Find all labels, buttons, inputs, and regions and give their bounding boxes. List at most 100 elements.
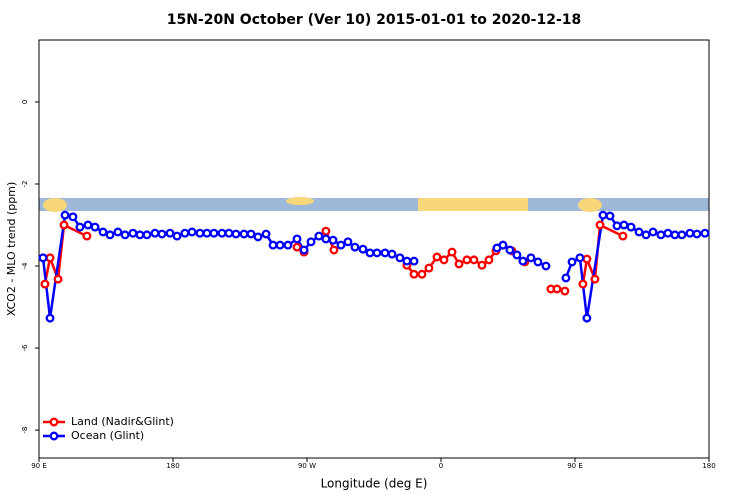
data-point bbox=[268, 240, 278, 250]
y-tick-label: -6 bbox=[21, 344, 29, 352]
data-point bbox=[526, 253, 536, 263]
data-point bbox=[432, 252, 442, 262]
data-point bbox=[402, 256, 412, 266]
data-point bbox=[83, 220, 93, 230]
data-point bbox=[409, 256, 419, 266]
data-point bbox=[292, 234, 302, 244]
legend-marker bbox=[49, 431, 59, 441]
x-axis-label: Longitude (deg E) bbox=[321, 477, 428, 491]
data-point bbox=[40, 279, 50, 289]
y-tick-label: 0 bbox=[21, 100, 29, 104]
y-tick-label: -2 bbox=[21, 180, 29, 187]
x-tick-label: 180 bbox=[702, 462, 715, 470]
data-point bbox=[578, 279, 588, 289]
data-point bbox=[560, 286, 570, 296]
data-point bbox=[314, 231, 324, 241]
data-point bbox=[343, 237, 353, 247]
data-point bbox=[498, 240, 508, 250]
data-point bbox=[75, 222, 85, 232]
data-point bbox=[663, 228, 673, 238]
legend-label: Ocean (Glint) bbox=[71, 429, 144, 442]
data-point bbox=[677, 230, 687, 240]
data-point bbox=[105, 230, 115, 240]
x-tick-label: 90 W bbox=[298, 462, 316, 470]
data-point bbox=[60, 210, 70, 220]
data-point bbox=[612, 221, 622, 231]
data-point bbox=[328, 235, 338, 245]
data-point bbox=[477, 260, 487, 270]
data-point bbox=[150, 228, 160, 238]
data-point bbox=[648, 227, 658, 237]
data-point bbox=[365, 248, 375, 258]
data-point bbox=[321, 234, 331, 244]
data-point bbox=[202, 228, 212, 238]
data-point bbox=[142, 230, 152, 240]
data-point bbox=[38, 253, 48, 263]
data-point bbox=[53, 274, 63, 284]
data-point bbox=[253, 232, 263, 242]
data-point bbox=[98, 227, 108, 237]
data-point bbox=[469, 255, 479, 265]
y-axis-label: XCO2 - MLO trend (ppm) bbox=[5, 182, 18, 317]
data-point bbox=[641, 230, 651, 240]
data-point bbox=[165, 228, 175, 238]
legend-marker bbox=[49, 417, 59, 427]
data-point bbox=[239, 229, 249, 239]
data-point bbox=[439, 255, 449, 265]
data-point bbox=[567, 257, 577, 267]
data-point bbox=[195, 228, 205, 238]
data-point bbox=[231, 229, 241, 239]
data-point bbox=[275, 240, 285, 250]
x-tick-label: 90 E bbox=[31, 462, 47, 470]
legend-label: Land (Nadir&Glint) bbox=[71, 415, 174, 428]
data-point bbox=[350, 242, 360, 252]
data-point bbox=[417, 269, 427, 279]
data-point bbox=[246, 229, 256, 239]
data-point bbox=[45, 253, 55, 263]
data-point bbox=[217, 228, 227, 238]
data-point bbox=[561, 273, 571, 283]
data-point bbox=[670, 230, 680, 240]
data-point bbox=[120, 230, 130, 240]
x-tick-label: 0 bbox=[439, 462, 443, 470]
data-point bbox=[598, 210, 608, 220]
data-point bbox=[292, 242, 302, 252]
x-tick-label: 90 E bbox=[567, 462, 583, 470]
x-tick-label: 180 bbox=[166, 462, 179, 470]
data-point bbox=[582, 313, 592, 323]
data-point bbox=[261, 229, 271, 239]
data-point bbox=[505, 245, 515, 255]
data-point bbox=[128, 228, 138, 238]
data-point bbox=[656, 230, 666, 240]
data-point bbox=[306, 237, 316, 247]
data-point bbox=[387, 249, 397, 259]
data-point bbox=[113, 227, 123, 237]
data-point bbox=[575, 253, 585, 263]
data-point bbox=[358, 244, 368, 254]
data-point bbox=[700, 228, 710, 238]
data-point bbox=[424, 263, 434, 273]
data-point bbox=[512, 250, 522, 260]
data-point bbox=[90, 222, 100, 232]
data-point bbox=[454, 259, 464, 269]
map-strip bbox=[39, 197, 709, 212]
data-point bbox=[380, 248, 390, 258]
data-point bbox=[59, 220, 69, 230]
data-point bbox=[619, 220, 629, 230]
data-point bbox=[618, 231, 628, 241]
data-point bbox=[484, 255, 494, 265]
data-point bbox=[605, 211, 615, 221]
series-line bbox=[41, 213, 706, 319]
chart-title: 15N-20N October (Ver 10) 2015-01-01 to 2… bbox=[167, 12, 582, 28]
data-point bbox=[447, 247, 457, 257]
data-point bbox=[180, 228, 190, 238]
data-point bbox=[82, 231, 92, 241]
data-point bbox=[321, 226, 331, 236]
data-point bbox=[372, 248, 382, 258]
data-point bbox=[533, 257, 543, 267]
data-point bbox=[135, 230, 145, 240]
data-point bbox=[462, 255, 472, 265]
data-point bbox=[187, 227, 197, 237]
data-point bbox=[582, 254, 592, 264]
